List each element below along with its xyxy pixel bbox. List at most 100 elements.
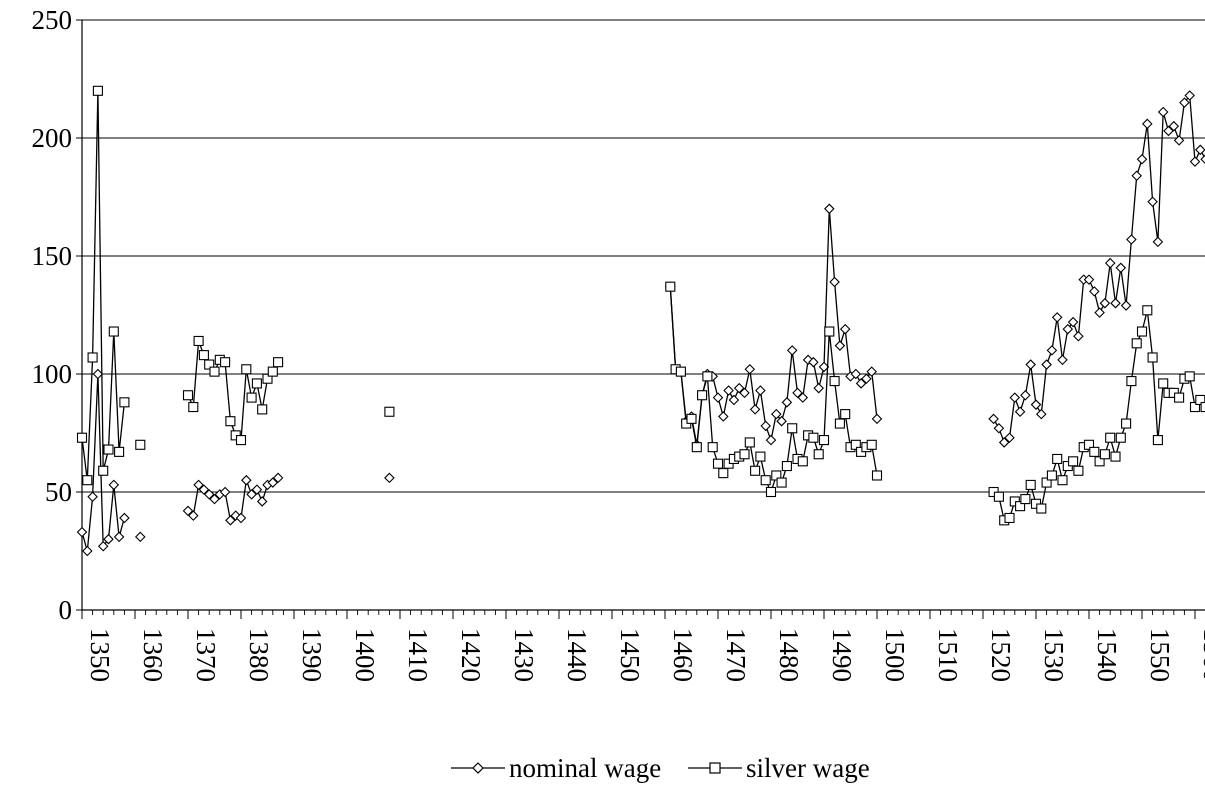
data-point bbox=[782, 462, 791, 471]
series-line bbox=[994, 310, 1205, 520]
data-point bbox=[226, 417, 235, 426]
data-point bbox=[830, 277, 839, 286]
data-point bbox=[93, 86, 102, 95]
data-point bbox=[814, 384, 823, 393]
x-tick-label: 1460 bbox=[668, 628, 698, 682]
data-point bbox=[83, 476, 92, 485]
data-point bbox=[841, 410, 850, 419]
data-point bbox=[1175, 136, 1184, 145]
y-tick-label: 100 bbox=[32, 359, 73, 389]
x-tick-label: 1450 bbox=[615, 628, 645, 682]
y-tick-label: 50 bbox=[45, 477, 72, 507]
data-point bbox=[1047, 346, 1056, 355]
x-tick-label: 1360 bbox=[138, 628, 168, 682]
data-point bbox=[698, 391, 707, 400]
data-point bbox=[729, 395, 738, 404]
legend-item-nominal-wage: nominal wage bbox=[451, 753, 661, 783]
data-point bbox=[268, 367, 277, 376]
y-tick-label: 250 bbox=[32, 5, 73, 35]
legend-label-nominal-wage: nominal wage bbox=[509, 753, 661, 783]
data-point bbox=[120, 513, 129, 522]
data-point bbox=[687, 414, 696, 423]
x-tick-label: 1430 bbox=[509, 628, 539, 682]
data-point bbox=[1106, 433, 1115, 442]
data-point bbox=[1185, 372, 1194, 381]
data-point bbox=[1159, 379, 1168, 388]
data-point bbox=[1148, 197, 1157, 206]
data-point bbox=[1037, 410, 1046, 419]
x-tick-label: 1560 bbox=[1198, 628, 1205, 682]
data-point bbox=[703, 372, 712, 381]
data-point bbox=[115, 447, 124, 456]
data-point bbox=[242, 365, 251, 374]
data-point bbox=[1116, 263, 1125, 272]
data-point bbox=[751, 405, 760, 414]
gridlines bbox=[82, 20, 1205, 492]
diamond-marker-icon bbox=[473, 763, 483, 773]
data-point bbox=[247, 393, 256, 402]
data-point bbox=[1069, 318, 1078, 327]
data-point bbox=[1175, 393, 1184, 402]
data-point bbox=[1032, 400, 1041, 409]
data-point bbox=[714, 459, 723, 468]
data-point bbox=[1100, 450, 1109, 459]
legend-label-silver-wage: silver wage bbox=[746, 753, 870, 783]
data-point bbox=[109, 327, 118, 336]
data-point bbox=[1138, 155, 1147, 164]
data-point bbox=[199, 351, 208, 360]
x-tick-label: 1550 bbox=[1145, 628, 1175, 682]
data-point bbox=[1116, 433, 1125, 442]
data-point bbox=[78, 528, 87, 537]
x-tick-label: 1500 bbox=[880, 628, 910, 682]
data-point bbox=[724, 386, 733, 395]
data-point bbox=[767, 488, 776, 497]
data-point bbox=[798, 457, 807, 466]
x-tick-label: 1350 bbox=[85, 628, 115, 682]
data-point bbox=[761, 421, 770, 430]
x-tick-label: 1420 bbox=[456, 628, 486, 682]
data-point bbox=[1042, 360, 1051, 369]
data-point bbox=[666, 282, 675, 291]
data-point bbox=[1069, 457, 1078, 466]
data-point bbox=[809, 433, 818, 442]
data-point bbox=[873, 471, 882, 480]
data-point bbox=[1090, 447, 1099, 456]
data-point bbox=[989, 414, 998, 423]
data-point bbox=[788, 346, 797, 355]
data-point bbox=[221, 358, 230, 367]
data-point bbox=[719, 412, 728, 421]
data-point bbox=[385, 407, 394, 416]
data-point bbox=[1111, 452, 1120, 461]
data-point bbox=[1106, 259, 1115, 268]
data-point bbox=[756, 452, 765, 461]
data-point bbox=[78, 433, 87, 442]
data-point bbox=[120, 398, 129, 407]
data-point bbox=[814, 450, 823, 459]
data-point bbox=[1143, 119, 1152, 128]
data-point bbox=[751, 466, 760, 475]
data-point bbox=[835, 341, 844, 350]
data-point bbox=[830, 377, 839, 386]
data-point bbox=[104, 445, 113, 454]
data-point bbox=[115, 532, 124, 541]
data-point bbox=[93, 370, 102, 379]
data-point bbox=[1074, 466, 1083, 475]
data-point bbox=[210, 367, 219, 376]
y-tick-label: 150 bbox=[32, 241, 73, 271]
data-point bbox=[1111, 299, 1120, 308]
x-tick-label: 1520 bbox=[986, 628, 1016, 682]
x-tick-label: 1530 bbox=[1039, 628, 1069, 682]
data-point bbox=[1138, 327, 1147, 336]
data-point bbox=[237, 436, 246, 445]
y-tick-label: 0 bbox=[59, 595, 73, 625]
data-point bbox=[1090, 287, 1099, 296]
data-point bbox=[258, 497, 267, 506]
data-point bbox=[835, 419, 844, 428]
data-point bbox=[258, 405, 267, 414]
data-point bbox=[109, 480, 118, 489]
data-point bbox=[1026, 480, 1035, 489]
data-point bbox=[1021, 495, 1030, 504]
